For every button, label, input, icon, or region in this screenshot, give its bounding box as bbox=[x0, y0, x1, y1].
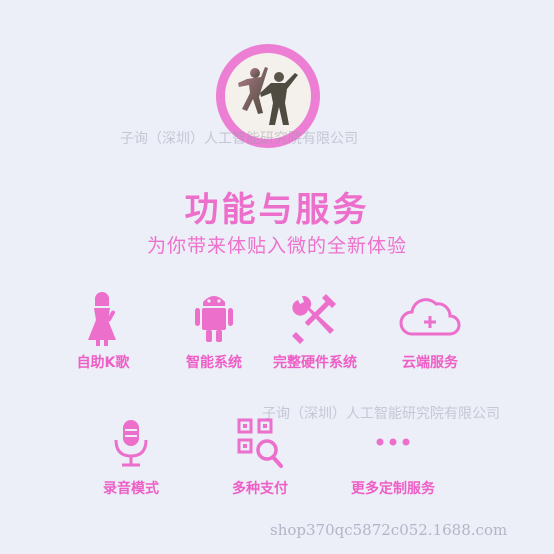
feature-cloud: 云端服务 bbox=[375, 290, 485, 372]
feature-label: 智能系统 bbox=[186, 355, 242, 371]
watermark-company: 子询（深圳）人工智能研究院有限公司 bbox=[262, 406, 500, 422]
feature-recording: 录音模式 bbox=[76, 416, 186, 498]
feature-payment: 多种支付 bbox=[205, 416, 315, 498]
feature-label: 自助K歌 bbox=[76, 355, 130, 371]
tools-icon bbox=[292, 294, 336, 344]
watermark-company: 子询（深圳）人工智能研究院有限公司 bbox=[120, 131, 358, 147]
feature-karaoke: 自助K歌 bbox=[48, 290, 158, 372]
microphone-icon bbox=[114, 420, 148, 467]
dancers-icon bbox=[238, 67, 298, 125]
singer-icon bbox=[88, 292, 116, 346]
feature-custom: 更多定制服务 bbox=[338, 416, 448, 498]
feature-smart-system: 智能系统 bbox=[159, 290, 269, 372]
feature-label: 录音模式 bbox=[103, 481, 159, 497]
qr-search-icon bbox=[237, 418, 283, 468]
feature-hardware: 完整硬件系统 bbox=[260, 290, 370, 372]
watermark-shop-url: shop370qc5872c052.1688.com bbox=[270, 521, 508, 539]
feature-label: 云端服务 bbox=[402, 355, 458, 371]
page-title: 功能与服务 bbox=[184, 190, 370, 230]
feature-label: 更多定制服务 bbox=[351, 481, 435, 497]
feature-label: 完整硬件系统 bbox=[273, 355, 357, 371]
robot-icon bbox=[195, 296, 233, 342]
feature-label: 多种支付 bbox=[232, 481, 288, 497]
logo-avatar bbox=[216, 44, 320, 148]
page-subtitle: 为你带来体贴入微的全新体验 bbox=[146, 235, 407, 257]
more-icon bbox=[376, 438, 410, 446]
cloud-icon bbox=[399, 298, 461, 336]
